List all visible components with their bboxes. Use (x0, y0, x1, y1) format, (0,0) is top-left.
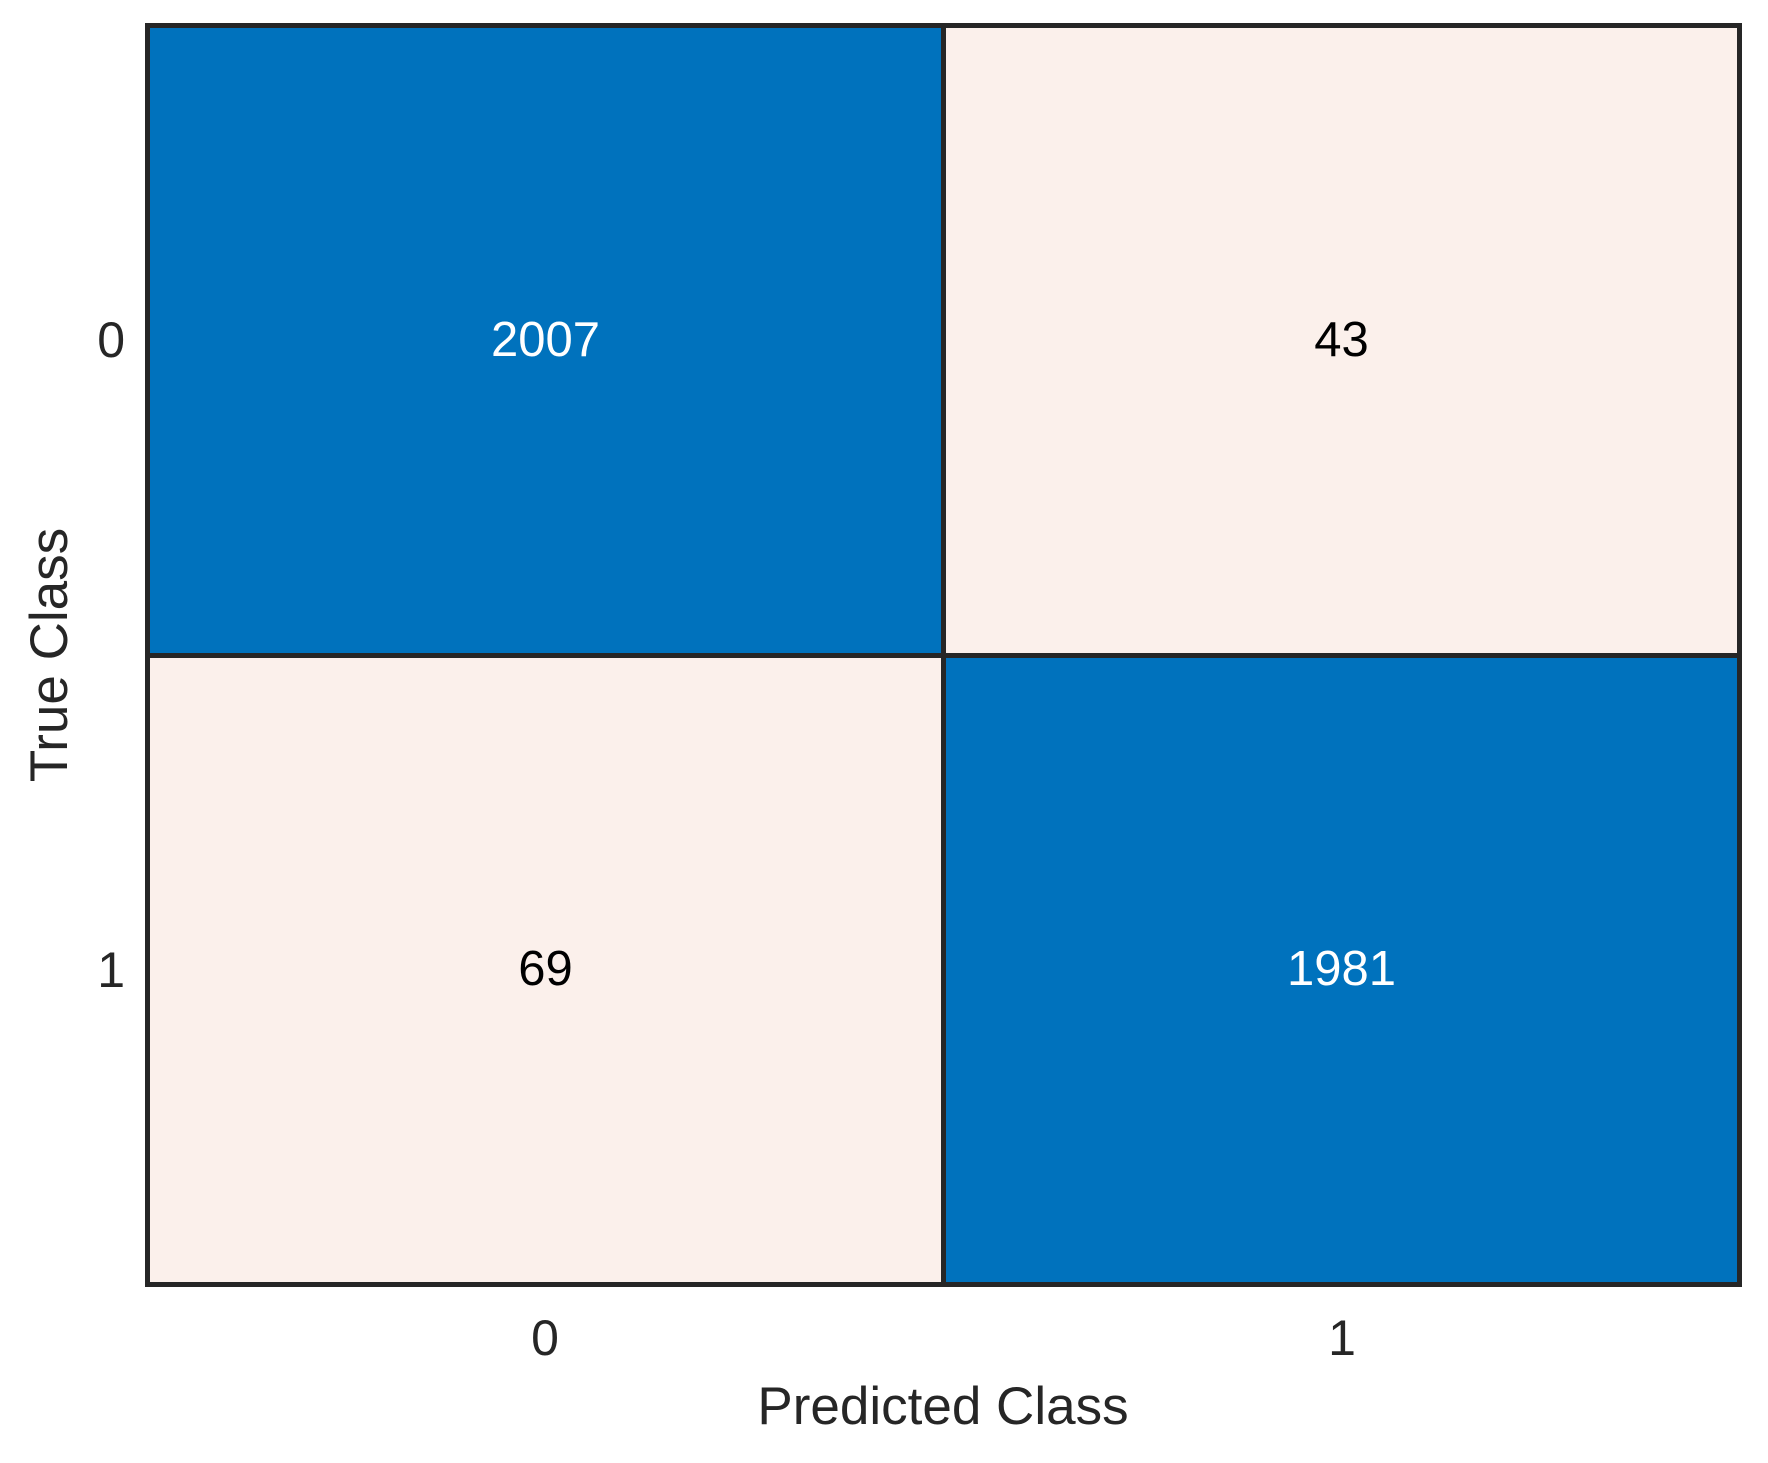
matrix-cell-true1-pred1: 1981 (946, 657, 1737, 1282)
confusion-matrix-grid: 2007 43 69 1981 (145, 23, 1742, 1287)
x-axis-label: Predicted Class (757, 1377, 1129, 1436)
y-tick-label-0: 0 (97, 312, 125, 368)
y-tick-label-1: 1 (97, 942, 125, 998)
x-tick-label-1: 1 (1328, 1310, 1356, 1366)
matrix-cell-true1-pred0: 69 (150, 657, 941, 1282)
y-axis-label: True Class (20, 527, 79, 783)
matrix-cell-true0-pred0: 2007 (150, 28, 941, 653)
matrix-cell-true0-pred1: 43 (946, 28, 1737, 653)
x-tick-label-0: 0 (531, 1310, 559, 1366)
